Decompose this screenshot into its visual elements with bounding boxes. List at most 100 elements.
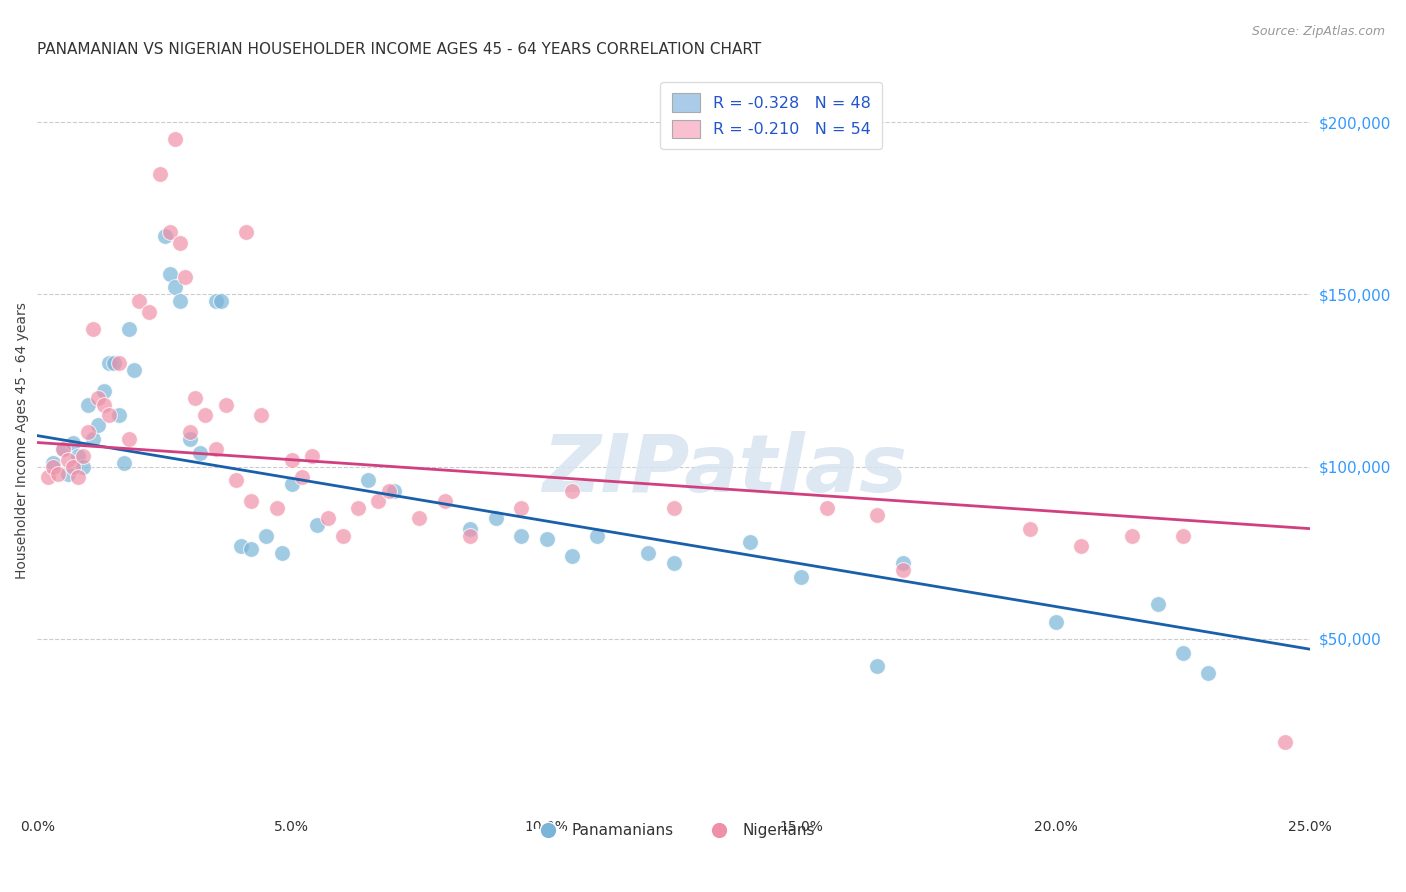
- Point: [163, 280, 186, 294]
- Point: [229, 539, 252, 553]
- Text: PANAMANIAN VS NIGERIAN HOUSEHOLDER INCOME AGES 45 - 64 YEARS CORRELATION CHART: PANAMANIAN VS NIGERIAN HOUSEHOLDER INCOM…: [38, 42, 762, 57]
- Point: [316, 511, 339, 525]
- Point: [87, 418, 110, 433]
- Point: [790, 570, 813, 584]
- Text: ZIPatlas: ZIPatlas: [543, 432, 907, 509]
- Point: [174, 270, 197, 285]
- Point: [637, 546, 659, 560]
- Point: [458, 528, 481, 542]
- Point: [357, 474, 380, 488]
- Point: [347, 500, 370, 515]
- Point: [235, 225, 257, 239]
- Point: [1019, 522, 1042, 536]
- Point: [37, 470, 59, 484]
- Point: [93, 384, 115, 398]
- Point: [194, 408, 217, 422]
- Point: [561, 549, 583, 564]
- Y-axis label: Householder Income Ages 45 - 64 years: Householder Income Ages 45 - 64 years: [15, 302, 30, 579]
- Point: [204, 442, 226, 457]
- Point: [77, 398, 100, 412]
- Point: [291, 470, 314, 484]
- Point: [41, 456, 63, 470]
- Point: [97, 408, 120, 422]
- Point: [77, 425, 100, 440]
- Point: [1121, 528, 1143, 542]
- Point: [87, 391, 110, 405]
- Point: [52, 442, 75, 457]
- Point: [740, 535, 762, 549]
- Text: Source: ZipAtlas.com: Source: ZipAtlas.com: [1251, 25, 1385, 38]
- Point: [56, 452, 79, 467]
- Point: [662, 556, 685, 570]
- Point: [1045, 615, 1067, 629]
- Point: [82, 432, 104, 446]
- Point: [62, 459, 84, 474]
- Point: [107, 408, 129, 422]
- Point: [240, 494, 263, 508]
- Point: [1171, 528, 1194, 542]
- Point: [367, 494, 389, 508]
- Point: [169, 235, 191, 250]
- Point: [103, 356, 125, 370]
- Point: [153, 228, 176, 243]
- Point: [93, 398, 115, 412]
- Point: [1171, 646, 1194, 660]
- Point: [179, 425, 201, 440]
- Point: [301, 450, 323, 464]
- Point: [510, 528, 533, 542]
- Point: [240, 542, 263, 557]
- Point: [433, 494, 456, 508]
- Point: [866, 508, 889, 522]
- Point: [169, 294, 191, 309]
- Point: [662, 500, 685, 515]
- Point: [408, 511, 430, 525]
- Point: [128, 294, 150, 309]
- Point: [184, 391, 207, 405]
- Point: [866, 659, 889, 673]
- Point: [815, 500, 838, 515]
- Point: [72, 450, 94, 464]
- Point: [41, 459, 63, 474]
- Point: [122, 363, 145, 377]
- Point: [281, 476, 304, 491]
- Point: [107, 356, 129, 370]
- Point: [97, 356, 120, 370]
- Point: [458, 522, 481, 536]
- Point: [250, 408, 273, 422]
- Point: [118, 322, 141, 336]
- Point: [586, 528, 609, 542]
- Point: [307, 518, 329, 533]
- Point: [484, 511, 506, 525]
- Point: [510, 500, 533, 515]
- Point: [256, 528, 278, 542]
- Point: [1070, 539, 1092, 553]
- Point: [46, 467, 69, 481]
- Point: [1146, 598, 1168, 612]
- Point: [72, 459, 94, 474]
- Legend: Panamanians, Nigerians: Panamanians, Nigerians: [527, 817, 821, 845]
- Point: [266, 500, 288, 515]
- Point: [382, 483, 405, 498]
- Point: [225, 474, 247, 488]
- Point: [332, 528, 354, 542]
- Point: [1274, 735, 1296, 749]
- Point: [159, 225, 181, 239]
- Point: [67, 470, 90, 484]
- Point: [148, 167, 170, 181]
- Point: [204, 294, 226, 309]
- Point: [82, 322, 104, 336]
- Point: [281, 452, 304, 467]
- Point: [62, 435, 84, 450]
- Point: [536, 532, 558, 546]
- Point: [215, 398, 238, 412]
- Point: [891, 556, 914, 570]
- Point: [561, 483, 583, 498]
- Point: [270, 546, 292, 560]
- Point: [52, 442, 75, 457]
- Point: [179, 432, 201, 446]
- Point: [56, 467, 79, 481]
- Point: [377, 483, 399, 498]
- Point: [159, 267, 181, 281]
- Point: [118, 432, 141, 446]
- Point: [209, 294, 232, 309]
